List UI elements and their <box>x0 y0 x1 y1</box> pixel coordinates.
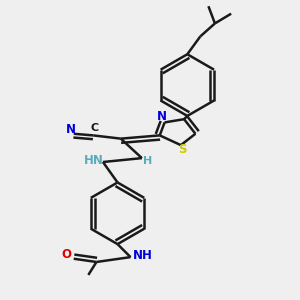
Text: C: C <box>90 123 99 133</box>
Text: O: O <box>61 248 71 261</box>
Text: S: S <box>178 142 187 155</box>
Text: N: N <box>157 110 167 123</box>
Text: N: N <box>65 123 76 136</box>
Text: HN: HN <box>84 154 104 167</box>
Text: NH: NH <box>133 249 153 262</box>
Text: H: H <box>143 156 152 166</box>
